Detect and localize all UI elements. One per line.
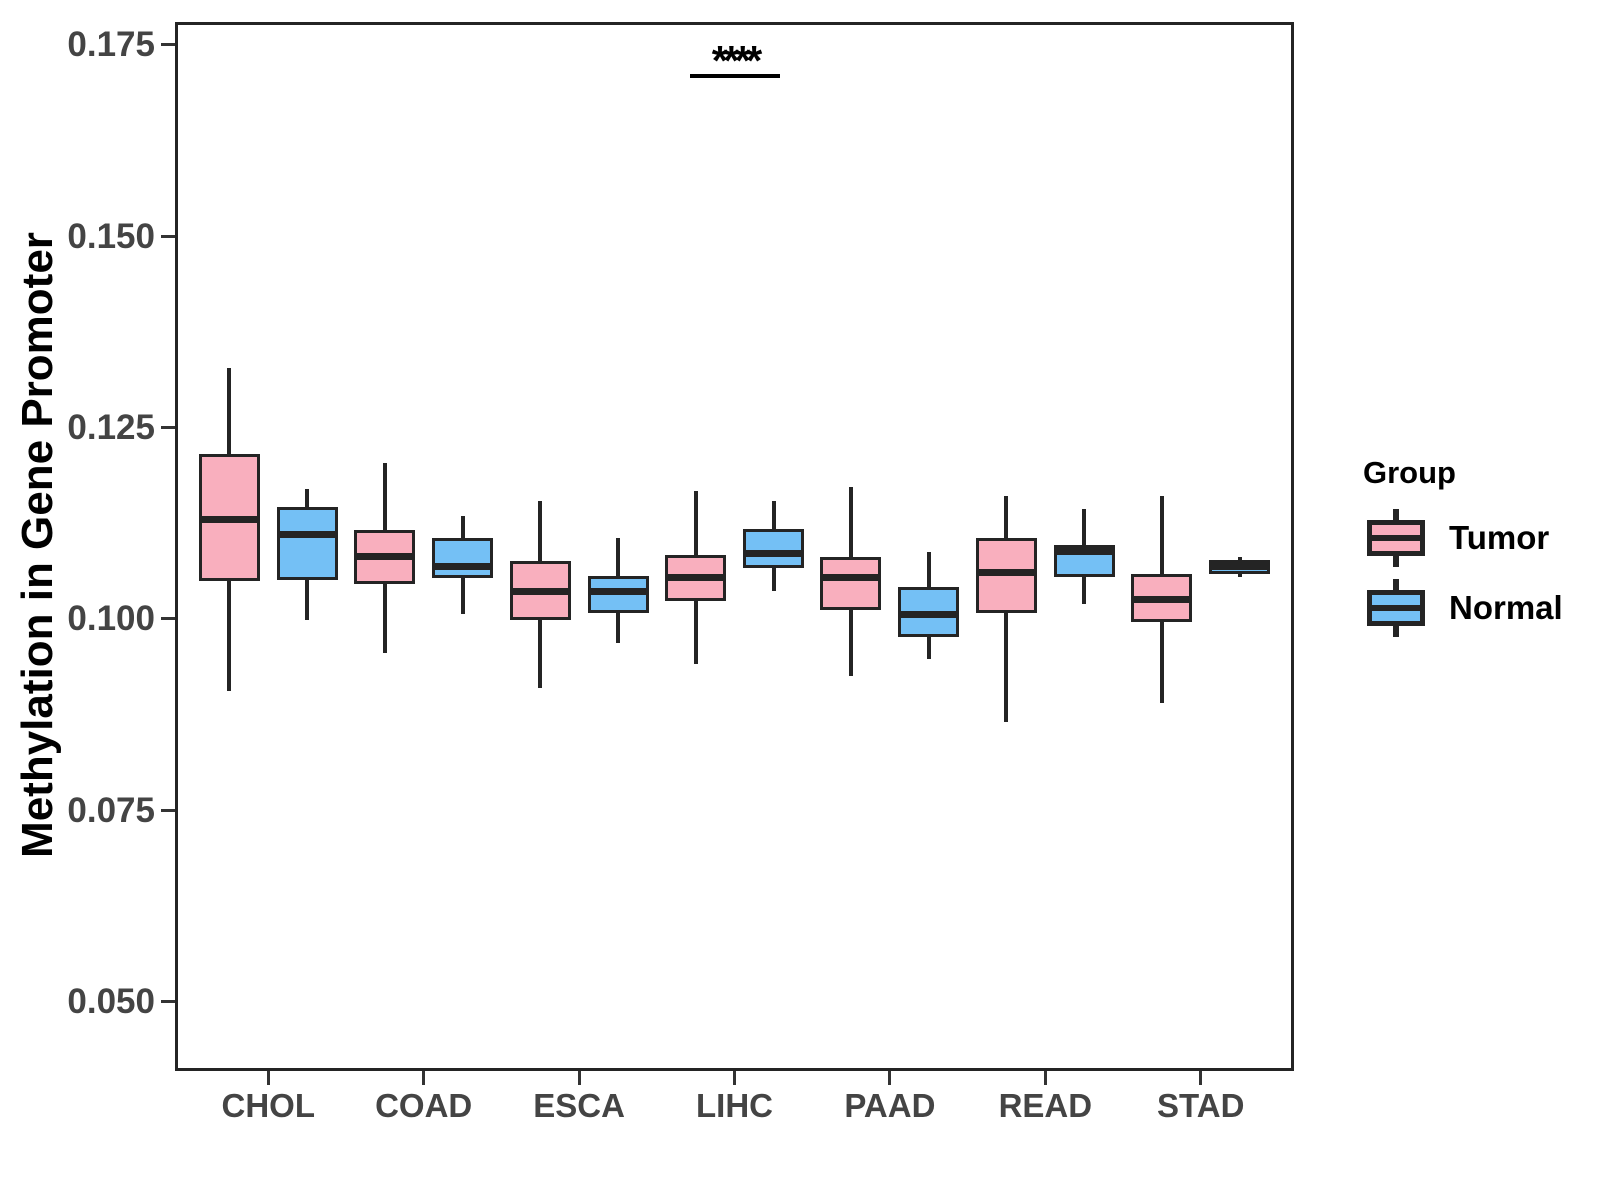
median-coad-tumor bbox=[354, 552, 416, 560]
key-median bbox=[1367, 535, 1425, 541]
median-lihc-tumor bbox=[665, 573, 726, 581]
x-tick-label-esca: ESCA bbox=[533, 1087, 625, 1124]
median-chol-normal bbox=[276, 531, 338, 539]
box-paad-tumor bbox=[820, 556, 882, 611]
x-tick-mark bbox=[888, 1071, 892, 1085]
y-tick-label: 0.175 bbox=[67, 25, 155, 65]
median-paad-normal bbox=[898, 610, 960, 618]
x-tick-mark bbox=[1043, 1071, 1047, 1085]
median-stad-normal bbox=[1209, 563, 1271, 571]
legend: Group Tumor Normal bbox=[1363, 455, 1563, 649]
x-tick-mark bbox=[422, 1071, 426, 1085]
plot-panel bbox=[175, 22, 1294, 1071]
y-tick-mark bbox=[161, 617, 175, 621]
x-tick-mark bbox=[266, 1071, 270, 1085]
x-tick-mark bbox=[1199, 1071, 1203, 1085]
x-tick-label-paad: PAAD bbox=[844, 1087, 936, 1124]
y-axis-title: Methylation in Gene Promoter bbox=[13, 232, 62, 858]
legend-title: Group bbox=[1363, 455, 1456, 490]
x-tick-label-stad: STAD bbox=[1157, 1087, 1245, 1124]
x-tick-label-lihc: LIHC bbox=[696, 1087, 773, 1124]
median-paad-tumor bbox=[820, 573, 882, 581]
normal-boxplot-key-icon bbox=[1367, 579, 1425, 637]
x-tick-mark bbox=[577, 1071, 581, 1085]
x-tick-label-chol: CHOL bbox=[221, 1087, 316, 1124]
median-esca-tumor bbox=[509, 587, 571, 595]
y-tick-mark bbox=[161, 426, 175, 430]
legend-item-tumor: Tumor bbox=[1363, 509, 1563, 567]
median-coad-normal bbox=[432, 562, 494, 570]
y-tick-mark bbox=[161, 43, 175, 47]
box-lihc-normal bbox=[743, 528, 804, 569]
legend-item-normal: Normal bbox=[1363, 579, 1563, 637]
y-tick-label: 0.100 bbox=[67, 599, 155, 639]
median-read-normal bbox=[1053, 547, 1115, 555]
key-median bbox=[1367, 605, 1425, 611]
x-tick-mark bbox=[733, 1071, 736, 1085]
x-tick-label-read: READ bbox=[998, 1087, 1093, 1124]
y-tick-mark bbox=[161, 808, 175, 812]
legend-label-normal: Normal bbox=[1449, 589, 1563, 626]
y-tick-mark bbox=[161, 234, 175, 238]
x-tick-label-coad: COAD bbox=[375, 1087, 473, 1124]
y-tick-mark bbox=[161, 999, 175, 1003]
legend-label-tumor: Tumor bbox=[1449, 519, 1550, 556]
box-chol-normal bbox=[276, 507, 338, 580]
significance-line bbox=[689, 74, 780, 79]
median-esca-normal bbox=[587, 587, 649, 595]
median-chol-tumor bbox=[198, 515, 260, 523]
tumor-boxplot-key-icon bbox=[1367, 509, 1425, 567]
median-lihc-normal bbox=[743, 549, 804, 557]
y-tick-label: 0.075 bbox=[67, 790, 155, 830]
y-tick-label: 0.050 bbox=[67, 981, 155, 1021]
y-tick-label: 0.150 bbox=[67, 216, 155, 256]
y-tick-label: 0.125 bbox=[67, 408, 155, 448]
median-stad-tumor bbox=[1131, 596, 1193, 604]
box-coad-normal bbox=[432, 538, 494, 579]
median-read-tumor bbox=[975, 569, 1037, 577]
